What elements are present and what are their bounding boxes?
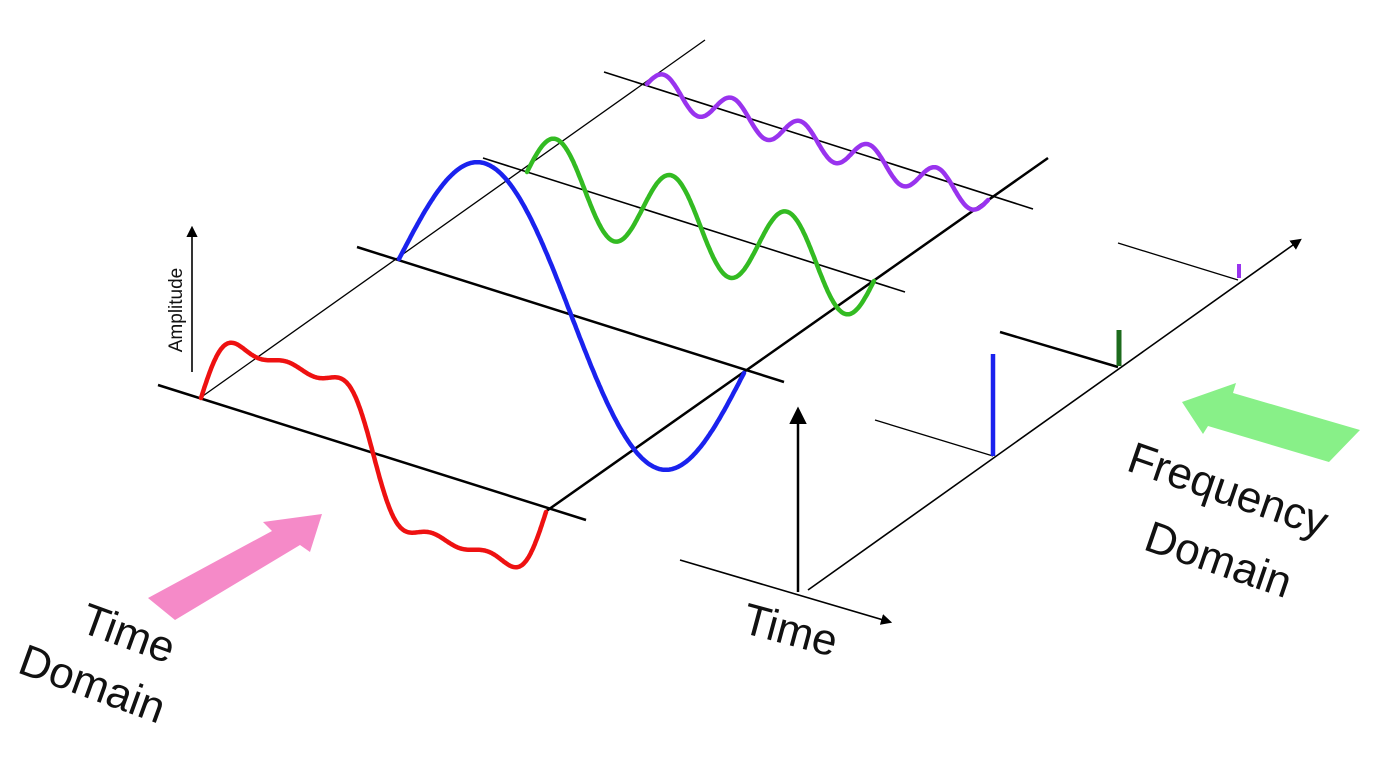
time-axis-label: Time xyxy=(737,594,843,666)
time-base-axis xyxy=(199,39,706,399)
frequency-axis xyxy=(807,238,1302,591)
time-domain-plane xyxy=(157,39,1049,522)
time-far-axis xyxy=(544,156,1049,514)
component-1-wave xyxy=(396,159,747,473)
time-origin-axis xyxy=(679,559,893,625)
spike-2-baseline xyxy=(999,330,1119,369)
time-domain-arrow xyxy=(148,514,322,620)
frequency-domain-plane xyxy=(679,238,1302,625)
component-2-wave xyxy=(524,136,877,317)
frequency-domain-arrow xyxy=(1182,383,1360,462)
composite-wave xyxy=(198,340,549,570)
component-3-wave xyxy=(644,72,991,212)
spike-1-baseline xyxy=(874,419,994,457)
spike-3-baseline xyxy=(1117,242,1239,281)
component-2-baseline xyxy=(482,157,906,293)
amplitude-label: Amplitude xyxy=(166,268,187,353)
